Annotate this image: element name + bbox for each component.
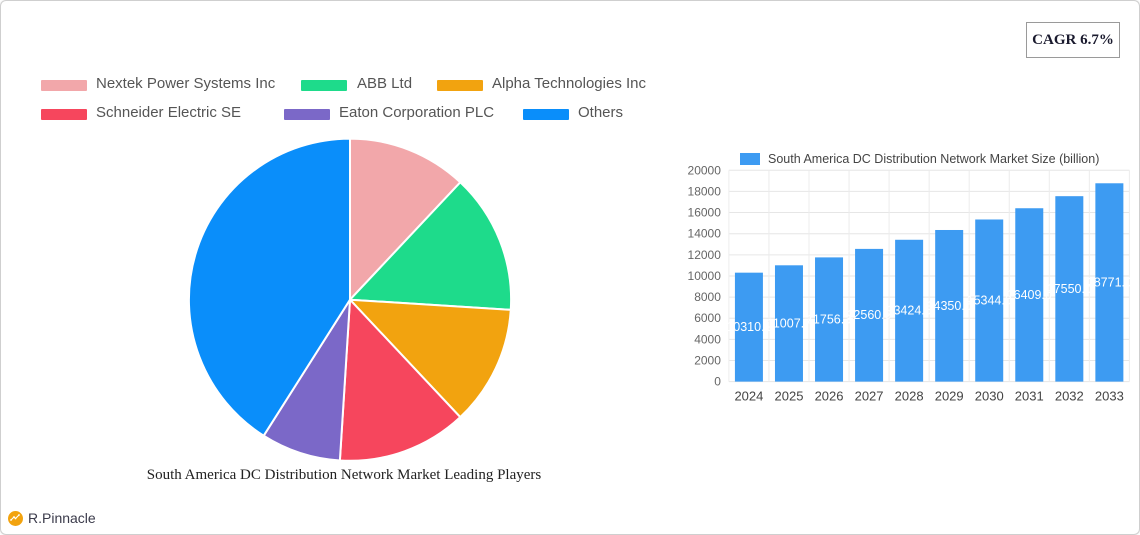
svg-text:2024: 2024 — [734, 389, 763, 404]
svg-text:16409.0: 16409.0 — [1007, 288, 1052, 302]
svg-text:4000: 4000 — [694, 332, 721, 346]
svg-text:18771.0: 18771.0 — [1087, 275, 1132, 289]
svg-text:2027: 2027 — [855, 389, 884, 404]
svg-text:2033: 2033 — [1095, 389, 1124, 404]
svg-text:14000: 14000 — [688, 227, 722, 241]
svg-text:20000: 20000 — [688, 163, 722, 177]
svg-text:2031: 2031 — [1015, 389, 1044, 404]
svg-text:15344.0: 15344.0 — [967, 294, 1012, 308]
svg-text:11756.3: 11756.3 — [807, 313, 851, 327]
svg-text:16000: 16000 — [688, 206, 722, 220]
svg-text:10310.1: 10310.1 — [726, 320, 771, 334]
svg-text:8000: 8000 — [694, 290, 721, 304]
svg-text:17550.0: 17550.0 — [1047, 282, 1092, 296]
svg-text:6000: 6000 — [694, 311, 721, 325]
svg-text:10000: 10000 — [688, 269, 722, 283]
svg-text:11007.7: 11007.7 — [767, 317, 811, 331]
svg-text:2000: 2000 — [694, 354, 721, 368]
svg-text:2025: 2025 — [775, 389, 804, 404]
svg-text:13424.5: 13424.5 — [887, 304, 932, 318]
svg-text:2028: 2028 — [895, 389, 924, 404]
svg-text:2032: 2032 — [1055, 389, 1084, 404]
svg-text:0: 0 — [714, 375, 721, 389]
svg-text:18000: 18000 — [688, 184, 722, 198]
svg-text:2026: 2026 — [815, 389, 844, 404]
svg-text:2030: 2030 — [975, 389, 1004, 404]
svg-text:2029: 2029 — [935, 389, 964, 404]
svg-text:12560.9: 12560.9 — [846, 308, 891, 322]
svg-text:14350.0: 14350.0 — [927, 299, 972, 313]
svg-text:12000: 12000 — [688, 248, 722, 262]
